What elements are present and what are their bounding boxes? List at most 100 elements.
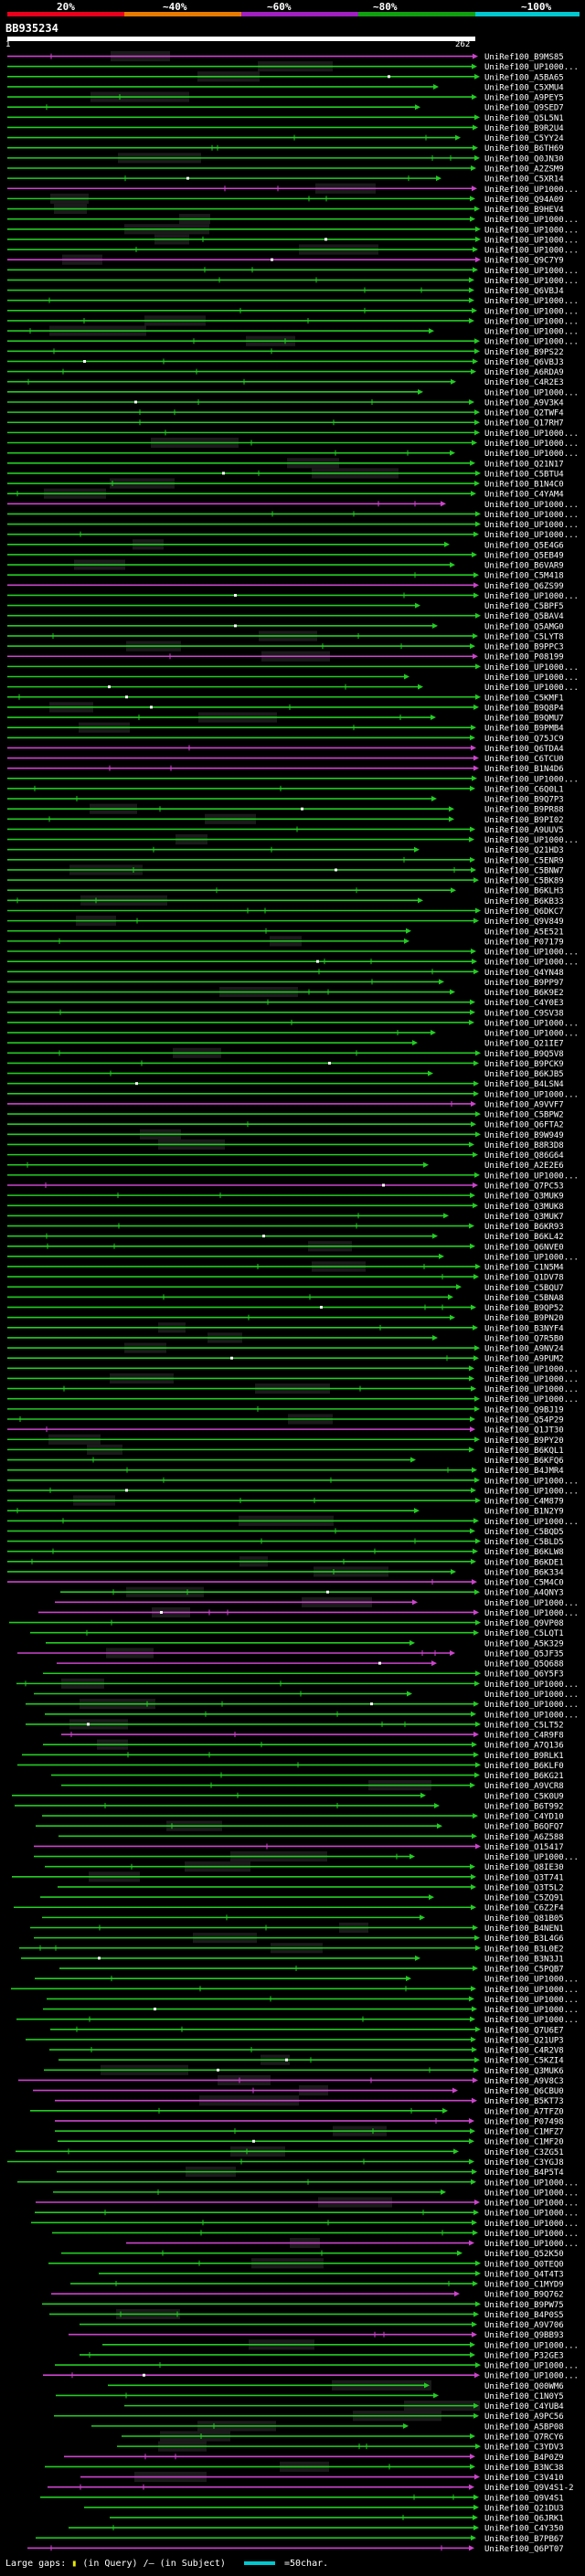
hit-label[interactable]: UniRef100_B6KLW8 [484, 1548, 564, 1557]
hit-label[interactable]: UniRef100_B9PN20 [484, 1314, 564, 1323]
hit-label[interactable]: UniRef100_A5K329 [484, 1639, 564, 1648]
hit-label[interactable]: UniRef100_Q5EB49 [484, 551, 564, 560]
hit-label[interactable]: UniRef100_O15417 [484, 1843, 564, 1852]
hit-label[interactable]: UniRef100_A5BP08 [484, 2422, 564, 2432]
hit-label[interactable]: UniRef100_Q3T5L2 [484, 1883, 564, 1892]
hit-label[interactable]: UniRef100_C4R9F8 [484, 1732, 564, 1741]
hit-label[interactable]: UniRef100_Q6TDA4 [484, 745, 564, 754]
hit-label[interactable]: UniRef100_UP1000... [484, 1375, 579, 1384]
hit-label[interactable]: UniRef100_C5LYT8 [484, 632, 564, 641]
hit-label[interactable]: UniRef100_C5BPF5 [484, 602, 564, 611]
hit-label[interactable]: UniRef100_B4P5T4 [484, 2168, 564, 2178]
hit-label[interactable]: UniRef100_Q94A09 [484, 196, 564, 205]
hit-label[interactable]: UniRef100_UP1000... [484, 1711, 579, 1720]
hit-label[interactable]: UniRef100_A9VVF7 [484, 1100, 564, 1109]
hit-label[interactable]: UniRef100_Q54P29 [484, 1415, 564, 1425]
hit-label[interactable]: UniRef100_UP1000... [484, 2189, 579, 2198]
hit-label[interactable]: UniRef100_Q3MUK8 [484, 1203, 564, 1212]
hit-label[interactable]: UniRef100_UP1000... [484, 592, 579, 601]
hit-label[interactable]: UniRef100_UP1000... [484, 2006, 579, 2015]
hit-label[interactable]: UniRef100_UP1000... [484, 63, 579, 72]
hit-label[interactable]: UniRef100_Q86G64 [484, 1151, 564, 1161]
hit-label[interactable]: UniRef100_B9PR88 [484, 806, 564, 815]
hit-label[interactable]: UniRef100_C1N0Y5 [484, 2392, 564, 2401]
hit-label[interactable]: UniRef100_B5KT73 [484, 2097, 564, 2106]
hit-label[interactable]: UniRef100_UP1000... [484, 1691, 579, 1700]
hit-label[interactable]: UniRef100_UP1000... [484, 1701, 579, 1710]
hit-label[interactable]: UniRef100_Q17RH7 [484, 419, 564, 429]
hit-label[interactable]: UniRef100_UP1000... [484, 1365, 579, 1374]
hit-label[interactable]: UniRef100_UP1000... [484, 684, 579, 693]
hit-label[interactable]: UniRef100_Q9V849 [484, 917, 564, 927]
hit-label[interactable]: UniRef100_B6QFQ7 [484, 1823, 564, 1832]
hit-label[interactable]: UniRef100_B9W949 [484, 1131, 564, 1140]
hit-label[interactable]: UniRef100_A9PEY5 [484, 94, 564, 103]
hit-label[interactable]: UniRef100_C5BNA8 [484, 1294, 564, 1303]
hit-label[interactable]: UniRef100_UP1000... [484, 521, 579, 530]
hit-label[interactable]: UniRef100_B9QMU7 [484, 715, 564, 724]
hit-label[interactable]: UniRef100_UP1000... [484, 1385, 579, 1394]
hit-label[interactable]: UniRef100_UP1000... [484, 1253, 579, 1262]
hit-label[interactable]: UniRef100_B1N2Y9 [484, 1508, 564, 1517]
hit-label[interactable]: UniRef100_B9MS85 [484, 53, 564, 62]
hit-label[interactable]: UniRef100_UP1000... [484, 959, 579, 968]
hit-label[interactable]: UniRef100_C5BLD5 [484, 1538, 564, 1547]
hit-label[interactable]: UniRef100_C5BQU7 [484, 1284, 564, 1293]
hit-label[interactable]: UniRef100_UP1000... [484, 338, 579, 347]
hit-label[interactable]: UniRef100_C4Y350 [484, 2525, 564, 2534]
hit-label[interactable]: UniRef100_Q9VP08 [484, 1619, 564, 1628]
hit-label[interactable]: UniRef100_UP1000... [484, 1680, 579, 1690]
hit-label[interactable]: UniRef100_UP1000... [484, 1019, 579, 1028]
hit-label[interactable]: UniRef100_UP1000... [484, 267, 579, 276]
hit-label[interactable]: UniRef100_UP1000... [484, 388, 579, 398]
hit-label[interactable]: UniRef100_B1N4C0 [484, 481, 564, 490]
hit-label[interactable]: UniRef100_Q5AMG0 [484, 622, 564, 631]
hit-label[interactable]: UniRef100_B9R2U4 [484, 124, 564, 133]
hit-label[interactable]: UniRef100_UP1000... [484, 247, 579, 256]
hit-label[interactable]: UniRef100_C5KMF1 [484, 694, 564, 703]
hit-label[interactable]: UniRef100_Q4YN48 [484, 969, 564, 978]
hit-label[interactable]: UniRef100_Q0JN30 [484, 154, 564, 164]
hit-label[interactable]: UniRef100_C4YAM4 [484, 491, 564, 500]
hit-label[interactable]: UniRef100_Q9C7Y9 [484, 257, 564, 266]
hit-label[interactable]: UniRef100_Q9V4S1 [484, 2494, 564, 2503]
hit-label[interactable]: UniRef100_Q7R5B0 [484, 1334, 564, 1343]
hit-label[interactable]: UniRef100_UP1000... [484, 1976, 579, 1985]
hit-label[interactable]: UniRef100_C3V410 [484, 2474, 564, 2483]
hit-label[interactable]: UniRef100_B6TH69 [484, 144, 564, 154]
hit-label[interactable]: UniRef100_B3L4G6 [484, 1935, 564, 1944]
hit-label[interactable]: UniRef100_B6K9E2 [484, 989, 564, 998]
hit-label[interactable]: UniRef100_A9UUV5 [484, 826, 564, 835]
hit-label[interactable]: UniRef100_B4LSN4 [484, 1080, 564, 1089]
hit-label[interactable]: UniRef100_B9QP52 [484, 1304, 564, 1313]
hit-label[interactable]: UniRef100_C5BQD5 [484, 1528, 564, 1537]
hit-label[interactable]: UniRef100_C5XR14 [484, 175, 564, 185]
hit-label[interactable]: UniRef100_C6Z2F4 [484, 1904, 564, 1913]
hit-label[interactable]: UniRef100_B6KDE1 [484, 1558, 564, 1567]
hit-label[interactable]: UniRef100_UP1000... [484, 1996, 579, 2005]
hit-label[interactable]: UniRef100_Q5L5N1 [484, 114, 564, 123]
hit-label[interactable]: UniRef100_B8R3D8 [484, 1141, 564, 1150]
hit-label[interactable]: UniRef100_Q21UP3 [484, 2036, 564, 2045]
hit-label[interactable]: UniRef100_UP1000... [484, 836, 579, 845]
hit-label[interactable]: UniRef100_C3YGJ8 [484, 2158, 564, 2168]
hit-label[interactable]: UniRef100_UP1000... [484, 2210, 579, 2219]
hit-label[interactable]: UniRef100_Q3MUK9 [484, 1193, 564, 1202]
hit-label[interactable]: UniRef100_UP1000... [484, 949, 579, 958]
hit-label[interactable]: UniRef100_B6K334 [484, 1568, 564, 1577]
hit-label[interactable]: UniRef100_A9V3K4 [484, 398, 564, 408]
hit-label[interactable]: UniRef100_UP1000... [484, 2240, 579, 2249]
hit-label[interactable]: UniRef100_C4YUB4 [484, 2402, 564, 2412]
hit-label[interactable]: UniRef100_Q5E4G6 [484, 541, 564, 550]
hit-label[interactable]: UniRef100_UP1000... [484, 1030, 579, 1039]
hit-label[interactable]: UniRef100_Q6FTA2 [484, 1121, 564, 1130]
hit-label[interactable]: UniRef100_C4R2V8 [484, 2047, 564, 2056]
hit-label[interactable]: UniRef100_B9PI02 [484, 816, 564, 825]
hit-label[interactable]: UniRef100_B9Q8P4 [484, 704, 564, 713]
hit-label[interactable]: UniRef100_UP1000... [484, 1477, 579, 1486]
hit-label[interactable]: UniRef100_B6KG21 [484, 1772, 564, 1781]
hit-label[interactable]: UniRef100_A9V706 [484, 2321, 564, 2330]
hit-label[interactable]: UniRef100_Q6Y5F3 [484, 1670, 564, 1680]
hit-label[interactable]: UniRef100_UP1000... [484, 501, 579, 510]
hit-label[interactable]: UniRef100_A6RDA9 [484, 368, 564, 377]
